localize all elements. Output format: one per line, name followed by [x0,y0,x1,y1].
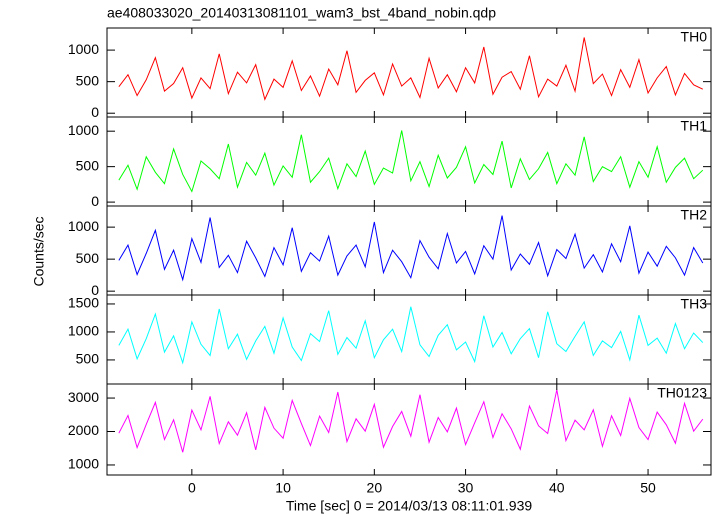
y-tick-label: 500 [76,250,100,266]
light-curve [118,389,704,453]
y-tick-label: 1500 [68,295,99,311]
panel-frame [106,116,712,207]
y-tick-label: 2000 [68,422,99,438]
legend-label: TH2 [681,207,708,223]
panel-frame [106,205,712,296]
x-tick-label: 50 [640,480,656,496]
x-tick-label: 10 [275,480,291,496]
y-tick-label: 1000 [68,122,99,138]
y-tick-label: 0 [91,104,99,120]
y-tick-label: 0 [91,282,99,298]
x-tick-label: 40 [549,480,565,496]
y-tick-label: 500 [76,157,100,173]
x-tick-label: 30 [458,480,474,496]
x-tick-label: 0 [188,480,196,496]
y-tick-label: 1000 [68,456,99,472]
panel-frame [106,383,712,476]
y-tick-label: 500 [76,351,100,367]
y-tick-label: 500 [76,72,100,88]
legend-label: TH3 [681,296,708,312]
legend-label: TH0123 [657,385,707,401]
y-tick-label: 3000 [68,389,99,405]
legend-label: TH0 [681,29,708,45]
y-tick-label: 1000 [68,218,99,234]
y-tick-label: 1000 [68,323,99,339]
light-curve [118,130,704,193]
chart-title: ae408033020_20140313081101_wam3_bst_4ban… [107,5,496,21]
y-tick-label: 1000 [68,41,99,57]
x-tick-label: 20 [367,480,383,496]
panel-frame [106,294,712,385]
x-axis-label: Time [sec] 0 = 2014/03/13 08:11:01.939 [286,498,533,514]
y-axis-label: Counts/sec [31,216,47,286]
legend-label: TH1 [681,118,708,134]
panel-frame [106,27,712,118]
light-curve [118,306,704,365]
y-tick-label: 0 [91,193,99,209]
light-curve [118,37,704,101]
light-curve [118,215,704,282]
